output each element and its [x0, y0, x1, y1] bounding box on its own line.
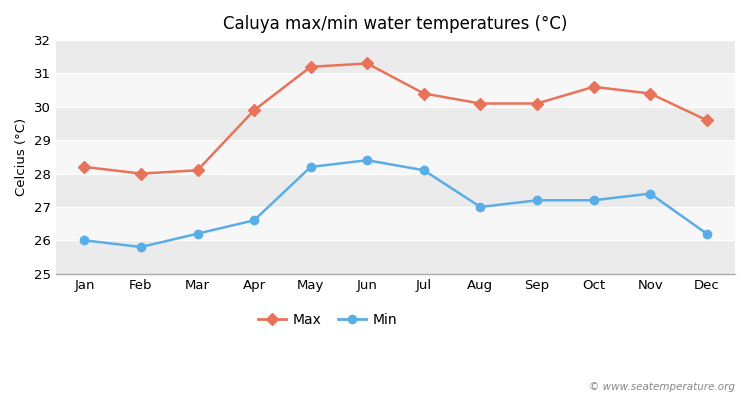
Min [532, 198, 542, 203]
Min [589, 198, 598, 203]
Min [250, 218, 259, 223]
Line: Max: Max [80, 59, 711, 178]
Bar [56, 140, 735, 174]
Y-axis label: Celcius (°C): Celcius (°C) [15, 118, 28, 196]
Max [80, 164, 89, 169]
Bar [56, 74, 735, 107]
Min [646, 191, 655, 196]
Max [589, 84, 598, 89]
Max [250, 108, 259, 112]
Bar [56, 40, 735, 74]
Max [646, 91, 655, 96]
Max [476, 101, 485, 106]
Title: Caluya max/min water temperatures (°C): Caluya max/min water temperatures (°C) [224, 15, 568, 33]
Min [363, 158, 372, 163]
Min [80, 238, 89, 243]
Min [419, 168, 428, 173]
Max [702, 118, 711, 123]
Bar [56, 240, 735, 274]
Max [193, 168, 202, 173]
Text: © www.seatemperature.org: © www.seatemperature.org [589, 382, 735, 392]
Min [702, 231, 711, 236]
Max [532, 101, 542, 106]
Max [306, 64, 315, 69]
Max [419, 91, 428, 96]
Bar [56, 174, 735, 207]
Min [136, 245, 146, 250]
Min [306, 164, 315, 169]
Max [363, 61, 372, 66]
Min [476, 204, 485, 209]
Bar [56, 207, 735, 240]
Line: Min: Min [80, 156, 711, 251]
Min [193, 231, 202, 236]
Legend: Max, Min: Max, Min [252, 307, 403, 332]
Max [136, 171, 146, 176]
Bar [56, 107, 735, 140]
